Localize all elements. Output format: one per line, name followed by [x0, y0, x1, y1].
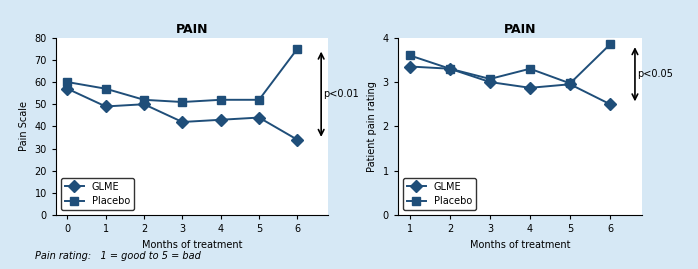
Placebo	[63, 80, 71, 84]
Placebo	[140, 98, 148, 101]
GLME	[216, 118, 225, 121]
GLME	[140, 102, 148, 106]
Legend: GLME, Placebo: GLME, Placebo	[61, 178, 134, 210]
Y-axis label: Pain Scale: Pain Scale	[19, 101, 29, 151]
Placebo	[406, 54, 414, 57]
Placebo	[178, 100, 186, 104]
GLME	[63, 87, 71, 90]
Title: PAIN: PAIN	[176, 23, 208, 37]
GLME	[255, 116, 263, 119]
Y-axis label: Patient pain rating: Patient pain rating	[367, 81, 377, 172]
GLME	[406, 65, 414, 68]
Title: PAIN: PAIN	[504, 23, 536, 37]
Placebo	[526, 67, 534, 70]
Placebo	[255, 98, 263, 101]
X-axis label: Months of treatment: Months of treatment	[470, 240, 570, 250]
Legend: GLME, Placebo: GLME, Placebo	[403, 178, 476, 210]
Placebo	[486, 77, 494, 80]
GLME	[446, 67, 454, 70]
Line: Placebo: Placebo	[64, 45, 302, 106]
Placebo	[446, 67, 454, 70]
Text: Pain rating:   1 = good to 5 = bad: Pain rating: 1 = good to 5 = bad	[35, 251, 201, 261]
Placebo	[606, 43, 614, 46]
Placebo	[101, 87, 110, 90]
Placebo	[566, 82, 574, 85]
Line: Placebo: Placebo	[406, 40, 614, 87]
GLME	[178, 121, 186, 124]
X-axis label: Months of treatment: Months of treatment	[142, 240, 242, 250]
Placebo	[216, 98, 225, 101]
Line: GLME: GLME	[64, 84, 302, 144]
GLME	[606, 102, 614, 106]
Text: p<0.01: p<0.01	[323, 89, 359, 99]
GLME	[566, 83, 574, 86]
GLME	[486, 80, 494, 84]
GLME	[293, 138, 302, 141]
Line: GLME: GLME	[406, 62, 614, 108]
GLME	[526, 86, 534, 89]
Placebo	[293, 47, 302, 50]
GLME	[101, 105, 110, 108]
Text: p<0.05: p<0.05	[637, 69, 674, 79]
